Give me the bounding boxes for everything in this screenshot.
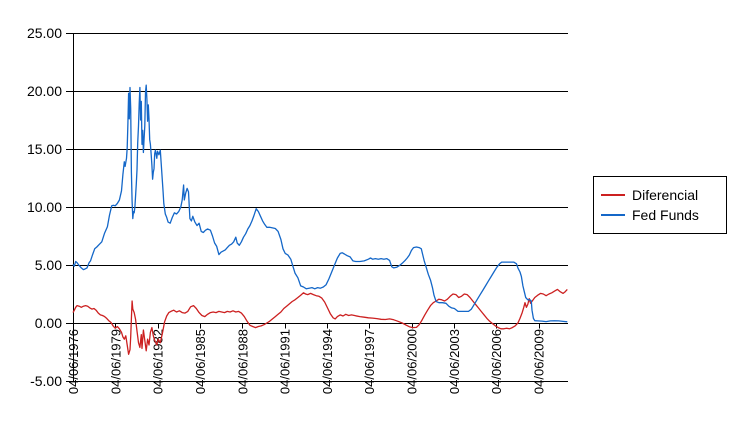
x-tick-label: 04/06/1991 — [278, 329, 293, 394]
series-line-fed-funds — [72, 84, 568, 323]
legend-label-fed-funds: Fed Funds — [632, 207, 699, 223]
y-tick-label: 10.00 — [27, 199, 62, 215]
x-tick-label: 04/06/1985 — [193, 329, 208, 394]
legend-swatch-fed-funds — [601, 214, 625, 216]
y-tick-label: 15.00 — [27, 141, 62, 157]
legend: Diferencial Fed Funds — [593, 176, 727, 234]
series-line-diferencial — [72, 288, 568, 355]
x-tick-label: 04/06/1988 — [235, 329, 250, 394]
legend-item-diferencial: Diferencial — [601, 188, 726, 202]
legend-swatch-diferencial — [601, 194, 625, 196]
x-tick-label: 04/06/1997 — [362, 329, 377, 394]
legend-label-diferencial: Diferencial — [632, 187, 699, 203]
x-tick-label: 04/06/1979 — [108, 329, 123, 394]
y-tick-label: 25.00 — [27, 25, 62, 41]
x-tick-label: 04/06/2006 — [489, 329, 504, 394]
y-tick-label: -5.00 — [30, 373, 62, 389]
y-tick-label: 5.00 — [35, 257, 62, 273]
y-tick-label: 20.00 — [27, 83, 62, 99]
x-tick-label: 04/06/1982 — [151, 329, 166, 394]
x-tick-label: 04/06/1976 — [66, 329, 81, 394]
y-tick-label: 0.00 — [35, 315, 62, 331]
x-tick-label: 04/06/1994 — [320, 329, 335, 394]
legend-item-fed-funds: Fed Funds — [601, 208, 726, 222]
x-tick-label: 04/06/2000 — [405, 329, 420, 394]
x-tick-label: 04/06/2009 — [532, 329, 547, 394]
x-tick-label: 04/06/2003 — [447, 329, 462, 394]
